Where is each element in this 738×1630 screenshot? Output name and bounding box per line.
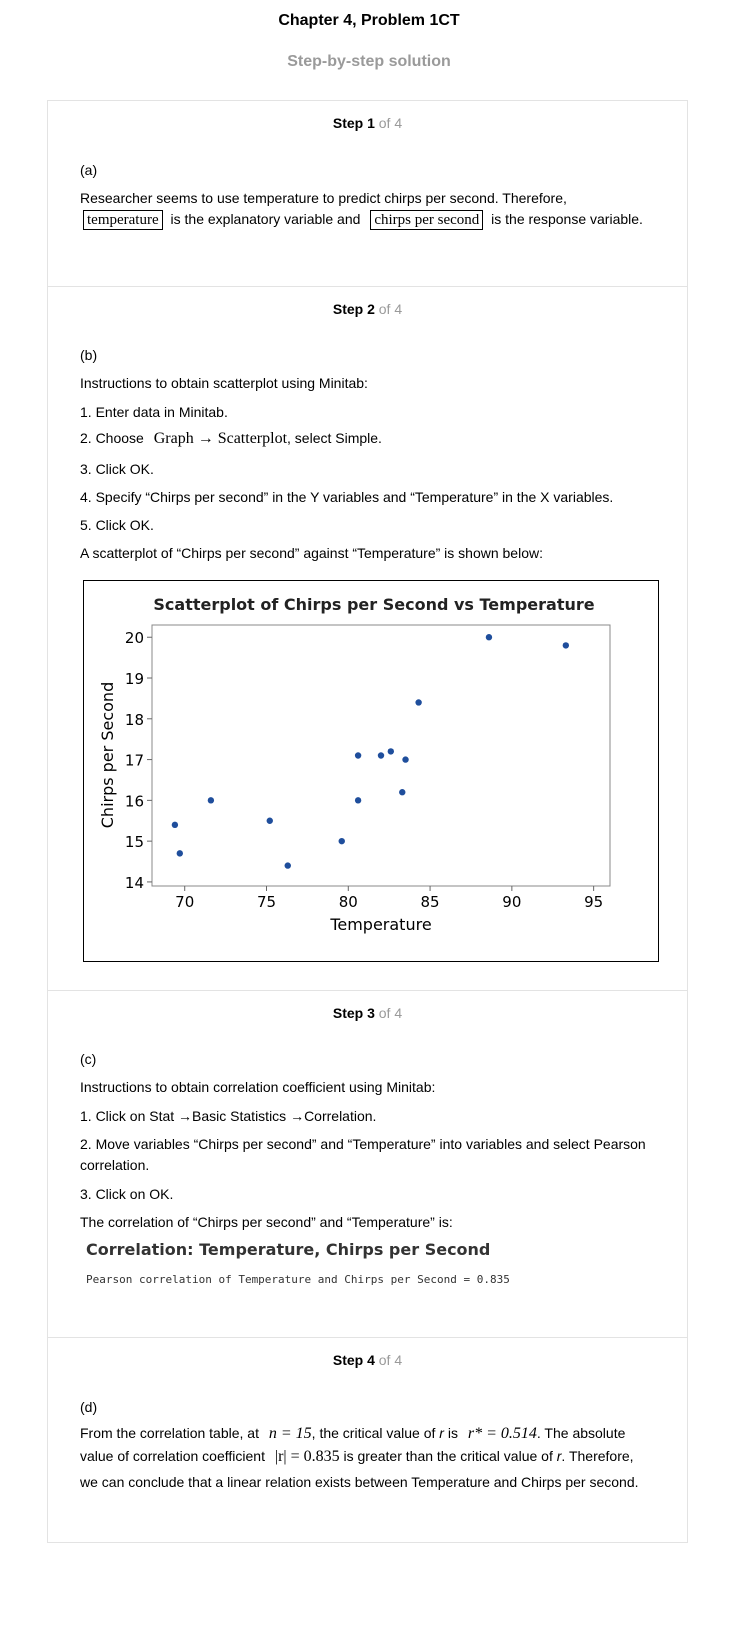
step-2-card: Step 2 of 4 (b) Instructions to obtain s… [47,286,688,991]
paragraph-line: From the correlation table, at n = 15, t… [80,1425,625,1443]
data-point [176,850,184,857]
part-label: (c) [80,1051,97,1067]
paragraph-text: . The absolute [536,1425,626,1441]
step-4-header: Step 4 of 4 [48,1352,687,1368]
instruction-item: 2. Move variables “Chirps per second” an… [80,1136,646,1152]
step-count: of 4 [378,301,403,317]
chart-title: Scatterplot of Chirps per Second vs Temp… [153,595,594,614]
paragraph-text: Instructions to obtain correlation coeff… [80,1079,436,1095]
instruction-item: 1. Enter data in Minitab. [80,404,228,420]
paragraph-line: value of correlation coefficient |r| = 0… [80,1448,634,1466]
y-tick-label: 14 [125,874,144,892]
y-tick-label: 15 [125,833,144,851]
y-axis-label: Chirps per Second [98,682,117,828]
paragraph-text: Researcher seems to use temperature to p… [80,190,567,206]
paragraph-text: From the correlation table, at [80,1425,259,1441]
x-axis-label: Temperature [329,915,431,934]
data-point [171,821,179,829]
x-tick-label: 85 [421,893,440,911]
part-label: (a) [80,162,98,178]
chapter-title: Chapter 4, Problem 1CT [278,12,460,29]
data-point [354,797,362,804]
part-label: (d) [80,1399,98,1415]
instruction-item: 3. Click on OK. [80,1186,174,1202]
minitab-output-title: Correlation: Temperature, Chirps per Sec… [86,1240,491,1259]
minitab-output-line: Pearson correlation of Temperature and C… [86,1273,510,1286]
math-expression: Graph → Scatterplot [153,430,288,447]
y-tick-label: 16 [125,792,144,810]
step-1-card: Step 1 of 4 (a) Researcher seems to use … [47,100,688,287]
data-point [562,642,570,649]
data-point [399,789,406,796]
step-count: of 4 [378,1005,403,1021]
step-4-card: Step 4 of 4 (d) From the correlation tab… [47,1337,688,1543]
instruction-text: 2. Choose [80,430,144,446]
step-1-header: Step 1 of 4 [48,115,687,131]
math-variable: r [439,1425,444,1441]
y-tick-label: 19 [125,670,144,688]
answer-line: temperature is the explanatory variable … [83,210,643,230]
instruction-item: 2. Choose Graph → Scatterplot, select Si… [80,430,382,448]
paragraph-text: is the explanatory variable and [170,211,361,227]
y-tick-label: 18 [125,711,144,729]
plot-area [151,624,611,887]
instruction-item: 4. Specify “Chirps per second” in the Y … [80,489,614,505]
instruction-item: correlation. [80,1157,150,1173]
solution-subtitle: Step-by-step solution [287,53,451,70]
paragraph-text: we can conclude that a linear relation e… [80,1474,639,1490]
data-point [485,634,493,641]
instruction-item: 3. Click OK. [80,461,154,477]
answer-box-explanatory: temperature [83,210,163,230]
math-variable: r [556,1448,562,1464]
data-point [387,748,395,755]
x-tick-label: 80 [339,893,358,911]
step-label: Step 1 [332,115,375,131]
x-tick-label: 90 [502,893,521,911]
math-expression: |r| = 0.835 [274,1448,340,1465]
data-point [284,862,291,869]
data-point [402,756,409,763]
step-2-header: Step 2 of 4 [48,301,687,317]
step-count: of 4 [378,1352,403,1368]
x-tick-label: 70 [175,893,194,911]
scatterplot-chart: Scatterplot of Chirps per Second vs Temp… [98,595,611,934]
data-point [266,817,273,824]
paragraph-text: is [447,1425,458,1441]
step-count: of 4 [378,115,403,131]
paragraph-text: . Therefore, [561,1448,634,1464]
instruction-item: 5. Click OK. [80,517,154,533]
step-label: Step 2 [332,301,375,317]
data-point [207,797,215,804]
y-tick-label: 20 [125,629,144,647]
paragraph-text: value of correlation coefficient [80,1448,265,1464]
scatterplot-frame: Scatterplot of Chirps per Second vs Temp… [83,580,659,962]
data-point [415,699,422,706]
paragraph-text: is the response variable. [491,211,643,227]
math-expression: n = 15 [268,1425,312,1442]
step-label: Step 3 [332,1005,375,1021]
paragraph-text: The correlation of “Chirps per second” a… [80,1214,453,1230]
paragraph-text: Instructions to obtain scatterplot using… [80,375,368,391]
paragraph-text: A scatterplot of “Chirps per second” aga… [80,545,543,561]
instruction-text: , select Simple. [287,430,382,446]
data-point [338,837,345,845]
paragraph-text: is greater than the critical value of [343,1448,553,1464]
data-point [354,752,362,759]
x-tick-label: 95 [584,893,603,911]
paragraph-text: , the critical value of [311,1425,436,1441]
math-expression: r* = 0.514 [467,1425,537,1442]
part-label: (b) [80,347,98,363]
step-label: Step 4 [332,1352,375,1368]
y-tick-label: 17 [125,752,144,770]
x-tick-label: 75 [257,893,276,911]
instruction-item: 1. Click on Stat →Basic Statistics →Corr… [80,1108,377,1124]
data-point [377,752,385,759]
step-3-header: Step 3 of 4 [48,1005,687,1021]
step-3-card: Step 3 of 4 (c) Instructions to obtain c… [47,990,688,1338]
answer-box-response: chirps per second [370,210,484,230]
